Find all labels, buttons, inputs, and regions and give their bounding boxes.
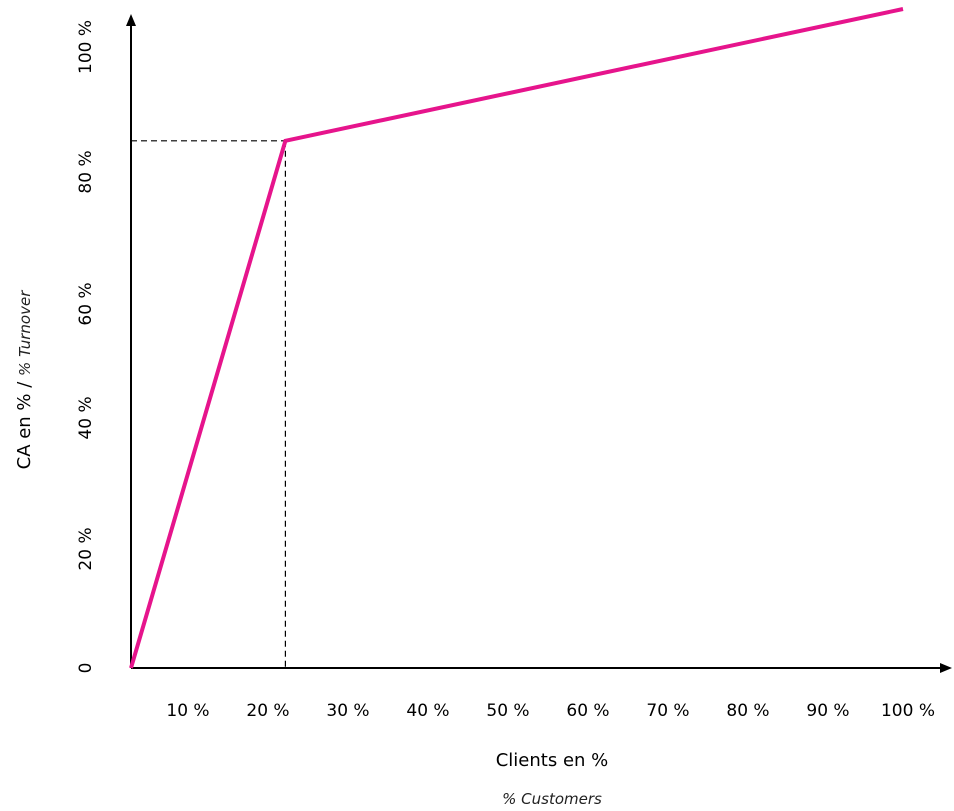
x-axis-subtitle: % Customers [502, 790, 602, 808]
x-tick-label: 60 % [566, 701, 609, 721]
y-axis-title: CA en % / % Turnover [14, 290, 35, 470]
x-tick-label: 50 % [486, 701, 529, 721]
y-tick-label: 80 % [76, 150, 96, 193]
x-tick-label: 100 % [881, 701, 935, 721]
x-tick-labels: 10 % 20 % 30 % 40 % 50 % 60 % 70 % 80 % 90 % 100 … [166, 701, 935, 721]
x-tick-label: 80 % [726, 701, 769, 721]
x-tick-label: 20 % [246, 701, 289, 721]
y-tick-label: 0 [76, 663, 96, 674]
x-tick-label: 70 % [646, 701, 689, 721]
series-line [129, 7, 904, 669]
x-tick-label: 10 % [166, 701, 209, 721]
y-axis-title-sub: % Turnover [16, 290, 34, 376]
y-tick-label: 20 % [76, 527, 96, 570]
y-tick-label: 100 % [76, 20, 96, 74]
x-tick-label: 30 % [326, 701, 369, 721]
y-axis-title-separator: / [14, 376, 35, 394]
y-tick-label: 40 % [76, 396, 96, 439]
x-tick-label: 90 % [806, 701, 849, 721]
y-tick-labels: 0 20 % 40 % 60 % 80 % 100 % [76, 20, 96, 673]
y-axis-arrow-icon [126, 14, 136, 26]
x-axis-arrow-icon [940, 663, 952, 673]
x-axis-title: Clients en % [496, 750, 609, 771]
x-tick-label: 40 % [406, 701, 449, 721]
y-tick-label: 60 % [76, 282, 96, 325]
y-axis-title-main: CA en % [14, 393, 35, 469]
